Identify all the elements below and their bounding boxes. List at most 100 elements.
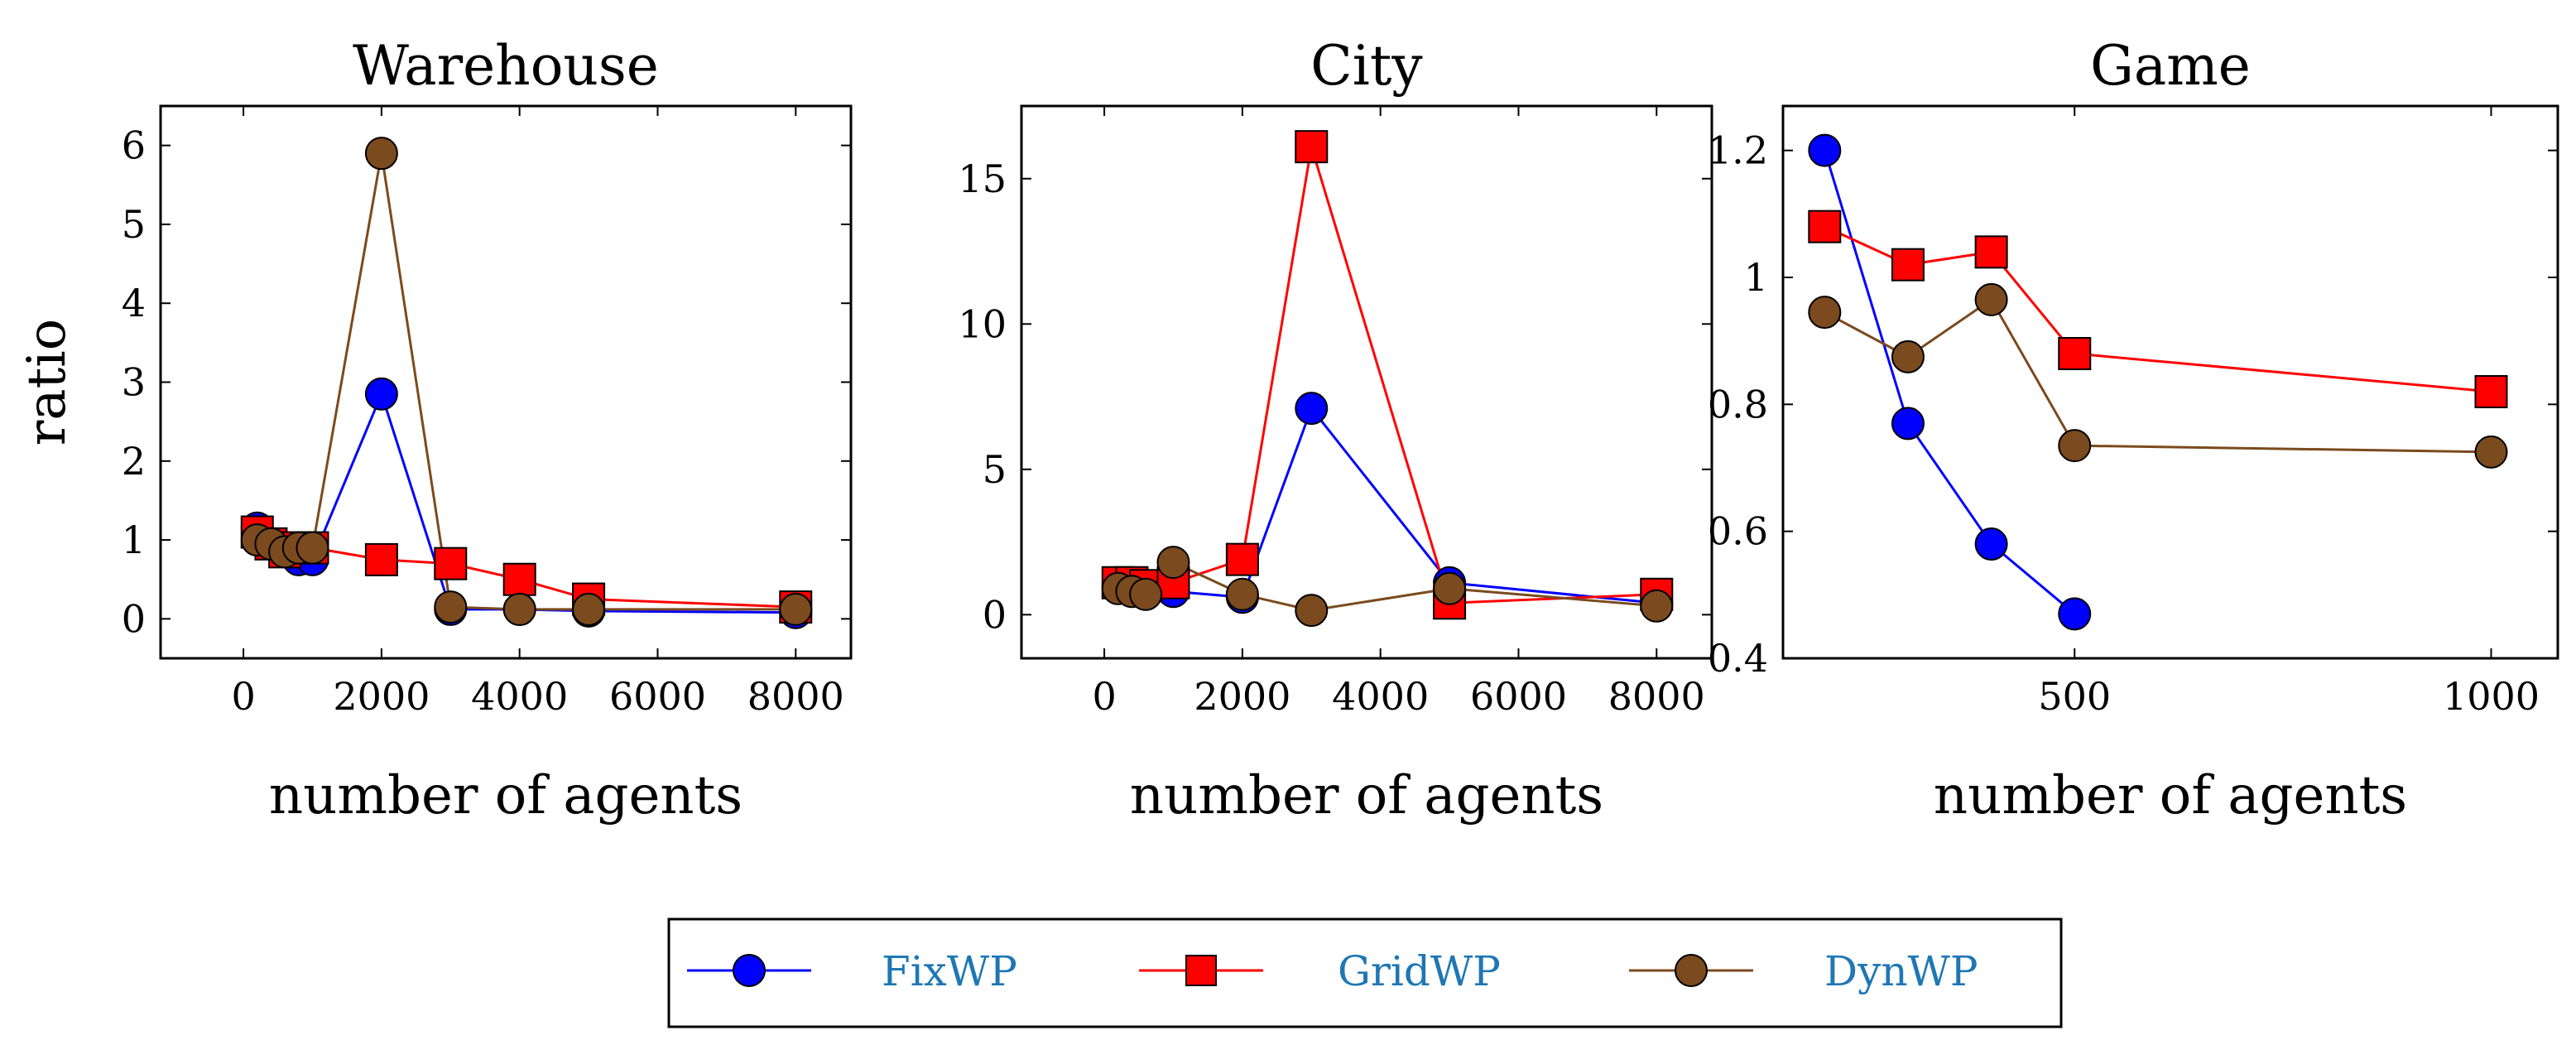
- data-point-dynwp: [296, 531, 329, 565]
- legend-frame: [667, 917, 2063, 1028]
- y-tick-label: 2: [122, 439, 146, 484]
- x-tick-label: 500: [2038, 674, 2111, 719]
- legend-label-gridwp: GridWP: [1338, 947, 1501, 995]
- x-tick-label: 8000: [1608, 674, 1705, 719]
- data-point-dynwp: [1974, 282, 2008, 316]
- chart-title: City: [1310, 34, 1423, 98]
- data-point-dynwp: [1891, 340, 1925, 373]
- x-tick-label: 2000: [333, 674, 430, 719]
- data-point-dynwp: [779, 592, 813, 626]
- plot-area: [1808, 133, 2508, 631]
- legend-marker-fixwp: [733, 954, 766, 987]
- legend-label-dynwp: DynWP: [1824, 947, 1978, 995]
- markers-dynwp: [1808, 282, 2508, 469]
- y-tick-label: 3: [122, 360, 146, 405]
- x-axis-label: number of agents: [1934, 765, 2407, 826]
- y-axis-label: ratio: [17, 319, 78, 445]
- x-tick-label: 4000: [1332, 674, 1429, 719]
- y-tick-label: 6: [122, 123, 146, 168]
- markers-gridwp: [1101, 130, 1674, 620]
- data-point-gridwp: [434, 547, 468, 580]
- data-point-gridwp: [364, 542, 398, 576]
- y-tick-label: 0.4: [1708, 636, 1768, 681]
- series-dynwp: [1824, 297, 2492, 454]
- data-point-dynwp: [502, 592, 536, 626]
- data-point-dynwp: [2474, 435, 2508, 469]
- data-point-gridwp: [1891, 248, 1925, 282]
- x-axis-label: number of agents: [269, 765, 743, 826]
- plot-frame: [1781, 104, 2559, 660]
- data-point-gridwp: [502, 562, 536, 596]
- x-tick-label: 1000: [2443, 674, 2540, 719]
- legend-item-fixwp: FixWP: [687, 947, 1017, 995]
- legend-marker-dynwp: [1675, 954, 1708, 987]
- plot-area: [240, 137, 813, 629]
- chart-city: City 0 2000 4000 6000 8000 0 5 10 15 number of age…: [958, 34, 1713, 826]
- series-gridwp: [1117, 146, 1657, 604]
- series-gridwp: [1824, 225, 2492, 393]
- data-point-gridwp: [2474, 375, 2508, 408]
- series-line-dynwp: [257, 152, 796, 611]
- markers-gridwp: [1808, 209, 2508, 408]
- legend-item-dynwp: DynWP: [1629, 947, 1978, 995]
- x-tick-label: 6000: [609, 674, 706, 719]
- legend-label-fixwp: FixWP: [882, 947, 1017, 995]
- data-point-dynwp: [572, 592, 606, 626]
- y-tick-label: 4: [122, 281, 146, 325]
- data-point-fixwp: [1891, 407, 1925, 441]
- markers-dynwp: [240, 137, 813, 626]
- series-line-dynwp: [1824, 297, 2492, 454]
- data-point-dynwp: [1640, 589, 1674, 623]
- legend: FixWP GridWP DynWP: [667, 917, 2063, 1028]
- x-tick-label: 6000: [1470, 674, 1567, 719]
- legend-marker-gridwp: [1185, 955, 1217, 986]
- x-tick-label: 2000: [1194, 674, 1290, 719]
- series-line-gridwp: [1824, 225, 2492, 393]
- y-tick-label: 15: [958, 157, 1007, 201]
- data-point-dynwp: [1225, 577, 1259, 611]
- chart-game: Game 500 1000 0.4 0.6 0.8 1 1.2 number of agents: [1708, 34, 2559, 826]
- data-point-dynwp: [2058, 429, 2092, 463]
- data-point-dynwp: [364, 137, 398, 171]
- charts-container: Warehouse 0 2000 4000 6000 8000 0 1 2 3 4 5 6 number …: [17, 34, 2559, 826]
- data-point-gridwp: [1974, 235, 2008, 269]
- data-point-dynwp: [434, 590, 468, 624]
- data-point-fixwp: [1295, 392, 1329, 426]
- series-line-fixwp: [1823, 150, 2076, 615]
- plot-frame: [159, 104, 853, 660]
- series-line-gridwp: [1117, 146, 1657, 604]
- data-point-dynwp: [1156, 546, 1190, 580]
- series-line-dynwp: [1117, 561, 1657, 612]
- x-tick-label: 0: [1092, 674, 1116, 719]
- y-tick-label: 0.8: [1708, 382, 1768, 426]
- data-point-dynwp: [1129, 577, 1163, 611]
- data-point-fixwp: [1974, 527, 2008, 561]
- data-point-dynwp: [1295, 594, 1329, 628]
- data-point-dynwp: [1433, 571, 1467, 605]
- chart-title: Warehouse: [353, 34, 659, 98]
- data-point-dynwp: [1808, 296, 1842, 330]
- y-tick-label: 10: [958, 301, 1007, 346]
- series-dynwp: [257, 152, 796, 611]
- y-tick-label: 1.2: [1708, 128, 1768, 173]
- data-point-fixwp: [1808, 133, 1842, 167]
- y-tick-label: 0: [122, 596, 146, 641]
- data-point-fixwp: [2058, 597, 2092, 631]
- markers-fixwp: [1808, 133, 2092, 631]
- plot-area: [1101, 130, 1674, 628]
- data-point-gridwp: [1225, 542, 1259, 576]
- x-axis-label: number of agents: [1130, 765, 1603, 826]
- markers-dynwp: [1101, 546, 1674, 628]
- data-point-gridwp: [2058, 337, 2092, 370]
- x-tick-label: 0: [231, 674, 255, 719]
- y-tick-label: 1: [1744, 255, 1768, 300]
- y-tick-label: 0: [983, 592, 1007, 637]
- chart-warehouse: Warehouse 0 2000 4000 6000 8000 0 1 2 3 4 5 6 number …: [17, 34, 853, 826]
- y-tick-label: 0.6: [1708, 509, 1768, 554]
- plot-frame: [1020, 104, 1713, 660]
- y-tick-label: 5: [122, 202, 146, 247]
- series-dynwp: [1117, 561, 1657, 612]
- data-point-gridwp: [1808, 209, 1842, 243]
- series-fixwp: [1823, 150, 2076, 615]
